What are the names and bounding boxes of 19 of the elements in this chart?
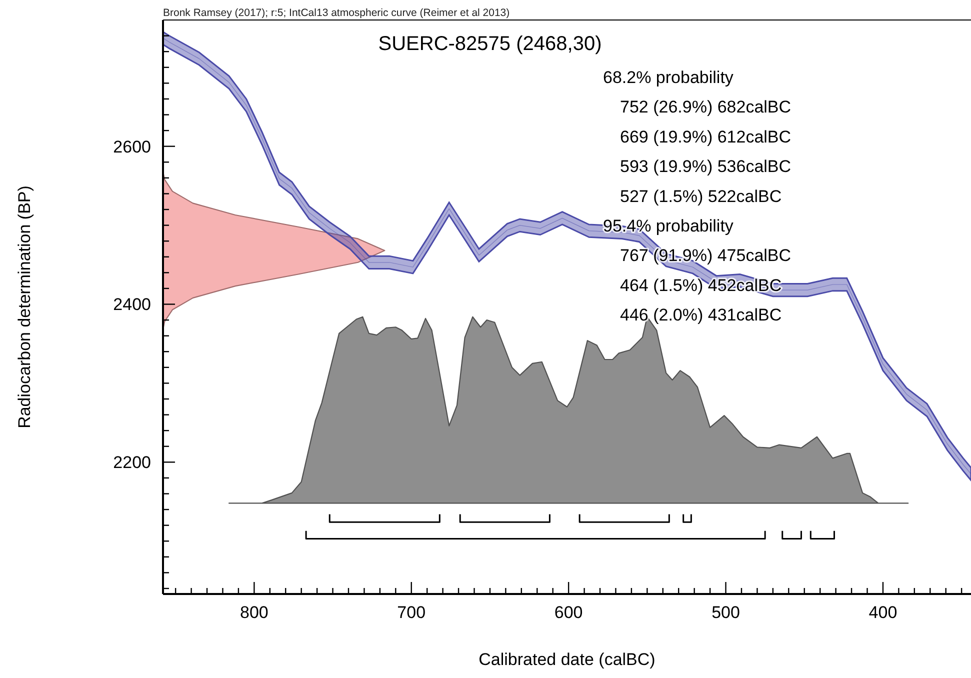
text: SUERC-82575 (2468,30) [378, 33, 602, 55]
annotation: 527 (1.5%) 522calBC [620, 186, 782, 206]
x-tick-label: 400 [868, 603, 898, 622]
annotation: 593 (19.9%) 536calBC [620, 157, 792, 176]
chart-subtitle: Bronk Ramsey (2017); r:5; IntCal13 atmospheric curve (Reimer et al 2013) [163, 7, 510, 19]
annotation: 752 (26.9%) 682calBC [620, 98, 792, 117]
x-axis-title: Calibrated date (calBC) [478, 650, 656, 669]
y-axis-title: Radiocarbon determination (BP) [15, 186, 34, 428]
y-tick-label: 2400 [113, 295, 151, 314]
x-tick-label: 800 [240, 603, 268, 622]
annotation: 669 (19.9%) 612calBC [620, 127, 792, 146]
x-tick-label: 700 [397, 603, 426, 622]
x-tick-label: 500 [712, 603, 740, 622]
x-tick-label: 600 [554, 603, 583, 622]
annotation: 446 (2.0%) 431calBC [620, 306, 782, 325]
y-tick-label: 2200 [113, 453, 151, 472]
annotation: 68.2% probability [603, 68, 734, 87]
annotation: 464 (1.5%) 452calBC [620, 276, 782, 295]
y-tick-label: 2600 [113, 137, 151, 156]
